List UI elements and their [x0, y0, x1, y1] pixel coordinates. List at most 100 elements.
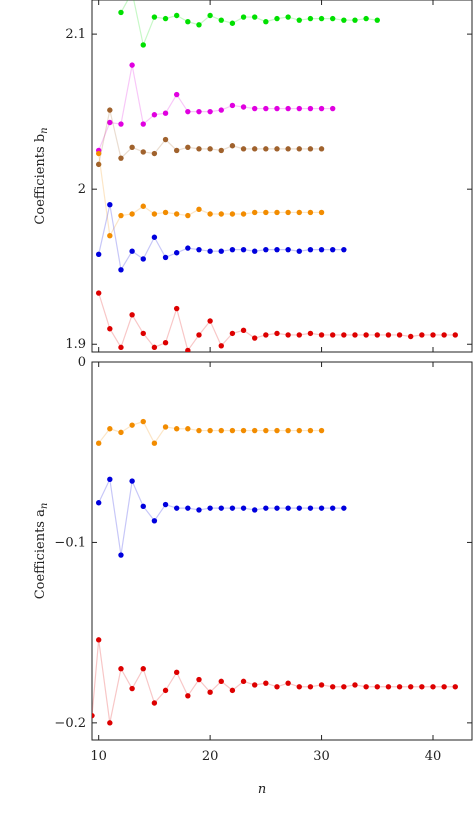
- panel-b-series-3-point-3: [129, 211, 135, 217]
- panel-b-series-5-point-29: [419, 332, 425, 338]
- x-tick-label-40: 40: [425, 749, 442, 764]
- panel-b-ylabel-main: Coefficients b: [33, 134, 48, 225]
- panel-b-series-5-point-16: [274, 330, 280, 337]
- panel-b-series-5-point-18: [296, 332, 302, 338]
- panel-a-series-0-point-0: [95, 440, 102, 446]
- panel-b-series-3-point-7: [173, 211, 180, 217]
- panel-b-series-0-point-12: [252, 14, 258, 20]
- x-tick-label-30: 30: [313, 749, 330, 764]
- panel-a-series-2-point-16: [263, 680, 269, 686]
- panel-b-series: [95, 0, 458, 352]
- panel-b-series-3-point-19: [307, 209, 314, 216]
- panel-b-series-3-point-0: [95, 150, 102, 157]
- panel-b-series-3-point-6: [162, 209, 169, 216]
- panel-a-series-1-point-8: [185, 505, 191, 511]
- panel-a-series-2-point-12: [218, 678, 224, 685]
- panel-a-series-0-point-13: [240, 427, 247, 434]
- panel-b-series-4-point-22: [341, 246, 347, 253]
- panel-b-series-1-point-14: [252, 105, 258, 112]
- panel-a-series-2-point-6: [151, 700, 158, 706]
- panel-a-series-0-point-5: [151, 440, 158, 446]
- panel-b-series-5-point-11: [218, 343, 224, 349]
- panel-b-series-0-point-15: [285, 14, 291, 20]
- panel-b-series-3-point-15: [263, 209, 269, 216]
- panel-b-series-5-point-31: [441, 332, 447, 338]
- panel-a-series-2-point-9: [185, 693, 191, 699]
- panel-b-series-2-point-20: [318, 146, 325, 152]
- panel-b-series-0-point-22: [363, 15, 369, 22]
- panel-b-series-3-point-16: [274, 209, 280, 216]
- panel-b-series-4-point-14: [252, 248, 258, 254]
- panel-a-series-2-line: [92, 639, 456, 723]
- panel-b-series-3-point-20: [318, 209, 325, 216]
- panel-b-series-4-point-15: [263, 246, 269, 253]
- panel-b-series-5-point-15: [263, 332, 269, 338]
- panel-a-series-1-point-7: [173, 505, 180, 511]
- panel-b: 1.9 2 2.1 Coefficients bn: [33, 0, 473, 353]
- panel-b-series-4-point-10: [207, 248, 213, 254]
- panel-b-series-5-point-27: [396, 332, 403, 338]
- panel-a-series-1-point-17: [285, 505, 291, 511]
- panel-a-series-0-point-17: [285, 427, 291, 434]
- panel-b-series-0-point-16: [296, 17, 302, 23]
- panel-b-series-2-point-8: [185, 144, 191, 151]
- panel-a-ylabel: Coefficients an: [33, 503, 50, 600]
- panel-a-series-0-point-3: [129, 422, 135, 428]
- panel-a-series-2-point-5: [140, 666, 146, 672]
- panel-a-series-1-point-12: [229, 505, 236, 511]
- panel-b-series-5-point-3: [129, 312, 135, 318]
- panel-b-series-4-point-21: [330, 246, 336, 253]
- panel-b-series-4-point-19: [307, 246, 314, 253]
- panel-b-series-2-point-6: [162, 136, 169, 143]
- panel-b-series-1-point-12: [229, 102, 236, 109]
- panel-b-series-5-point-28: [408, 333, 414, 340]
- panel-b-series-4-point-5: [151, 234, 158, 240]
- panel-b-series-5-point-22: [341, 332, 347, 338]
- panel-a-series-0-point-6: [162, 424, 169, 430]
- panel-b-series-0-point-18: [318, 15, 325, 22]
- panel-b-series-3-point-8: [185, 212, 191, 219]
- panel-b-series-2-point-15: [263, 146, 269, 152]
- panel-b-frame: [91, 0, 473, 353]
- panel-b-series-0-point-5: [173, 12, 180, 19]
- panel-a-series-1-point-3: [129, 478, 135, 484]
- panel-b-series-5-point-23: [352, 332, 358, 338]
- panel-b-series-2-point-7: [173, 147, 180, 154]
- panel-b-series-3-point-12: [229, 211, 236, 217]
- panel-b-series-0-point-8: [207, 12, 213, 19]
- panel-a: 10 20 30 400−0.1−0.2 Coefficients an n: [33, 355, 473, 797]
- panel-b-series-0-point-21: [352, 17, 358, 23]
- panel-b-series-1-point-6: [162, 110, 169, 116]
- panel-b-series-2-point-4: [140, 149, 146, 155]
- panel-b-series-2-point-13: [240, 146, 247, 152]
- panel-b-series-3-point-17: [285, 209, 291, 216]
- panel-b-series-4-point-11: [218, 248, 224, 254]
- panel-b-series-5-point-17: [285, 332, 291, 338]
- panel-a-series-0-point-10: [207, 427, 213, 434]
- panel-b-series-5-point-30: [430, 332, 436, 338]
- panel-a-series-2-point-7: [162, 687, 169, 694]
- panel-b-series-1-point-11: [218, 107, 224, 113]
- panel-a-series-0-point-20: [318, 427, 325, 434]
- panel-b-series-2-point-19: [307, 146, 314, 152]
- panel-b-series-5-point-13: [240, 327, 247, 333]
- panel-b-series-3-point-10: [207, 211, 213, 217]
- panel-a-series-0-point-15: [263, 427, 269, 434]
- panel-a-series-1-point-11: [218, 505, 224, 511]
- panel-a-series-2-point-32: [441, 684, 447, 690]
- panel-a-series-1-point-2: [118, 552, 124, 558]
- panel-a-series-1-point-18: [296, 505, 302, 511]
- panel-b-series-1-point-4: [140, 121, 146, 127]
- panel-b-series-4-point-20: [318, 246, 325, 253]
- panel-b-series-1-point-18: [296, 105, 302, 112]
- panel-a-series-2-point-0: [92, 712, 95, 719]
- panel-a-series-2-point-17: [274, 684, 280, 690]
- panel-b-series-0-line: [120, 0, 378, 48]
- panel-a-series-2-point-11: [207, 689, 213, 695]
- panel-b-series-1-point-15: [263, 105, 269, 112]
- panel-b-series-4-point-13: [240, 246, 247, 253]
- panel-b-series-4-point-1: [107, 201, 113, 208]
- panel-b-series-1-point-10: [207, 108, 213, 115]
- panel-a-series-2-point-3: [118, 666, 124, 672]
- panel-b-ytick-label-1: 2: [78, 182, 86, 197]
